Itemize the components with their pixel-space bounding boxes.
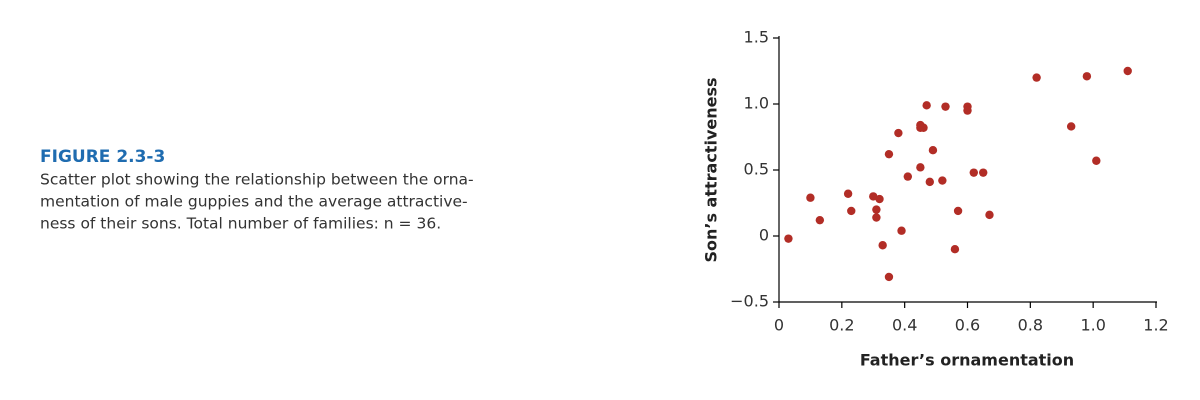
point bbox=[903, 172, 913, 181]
point bbox=[922, 101, 931, 110]
point bbox=[925, 177, 934, 187]
point bbox=[916, 163, 925, 172]
point bbox=[953, 206, 963, 216]
point bbox=[1092, 156, 1101, 165]
x-tick-label: 0.6 bbox=[955, 316, 980, 335]
point bbox=[938, 176, 947, 185]
y-tick-label: −0.5 bbox=[730, 292, 769, 311]
point bbox=[963, 106, 972, 115]
point bbox=[869, 192, 878, 201]
x-tick-label: 1.2 bbox=[1143, 316, 1168, 335]
point bbox=[1123, 66, 1132, 76]
y-tick-label: 0 bbox=[759, 226, 769, 245]
point bbox=[872, 205, 881, 214]
point bbox=[878, 241, 887, 250]
figure-label: FIGURE 2.3-3 bbox=[40, 147, 165, 167]
point bbox=[872, 213, 881, 222]
x-tick-label: 0 bbox=[774, 316, 784, 335]
point bbox=[784, 234, 793, 243]
y-axis-title: Son’s attractiveness bbox=[702, 77, 721, 262]
x-axis-title: Father’s ornamentation bbox=[860, 351, 1074, 370]
point bbox=[884, 272, 894, 282]
y-tick-label: 1.0 bbox=[744, 94, 769, 113]
point bbox=[928, 146, 938, 155]
point bbox=[941, 102, 950, 111]
point bbox=[950, 245, 960, 254]
caption-line: mentation of male guppies and the averag… bbox=[40, 193, 468, 211]
point bbox=[806, 193, 815, 202]
point bbox=[815, 215, 825, 225]
x-tick-label: 0.4 bbox=[892, 316, 917, 335]
point bbox=[1032, 73, 1041, 82]
caption-line: ness of their sons. Total number of fami… bbox=[40, 215, 441, 233]
point bbox=[897, 226, 906, 235]
point bbox=[875, 194, 884, 204]
x-tick-label: 0.2 bbox=[829, 316, 854, 335]
point bbox=[847, 206, 856, 216]
point bbox=[979, 168, 988, 177]
y-tick-label: 0.5 bbox=[744, 160, 769, 179]
point bbox=[884, 149, 894, 159]
x-tick-label: 0.8 bbox=[1018, 316, 1043, 335]
point bbox=[843, 189, 853, 198]
point bbox=[969, 168, 978, 177]
point bbox=[1082, 72, 1092, 81]
point bbox=[894, 128, 903, 138]
y-tick-label: 1.5 bbox=[744, 28, 769, 47]
point bbox=[1066, 122, 1076, 131]
caption-line: Scatter plot showing the relationship be… bbox=[40, 171, 474, 189]
point bbox=[985, 210, 994, 220]
x-tick-label: 1.0 bbox=[1080, 316, 1105, 335]
point bbox=[919, 123, 928, 132]
